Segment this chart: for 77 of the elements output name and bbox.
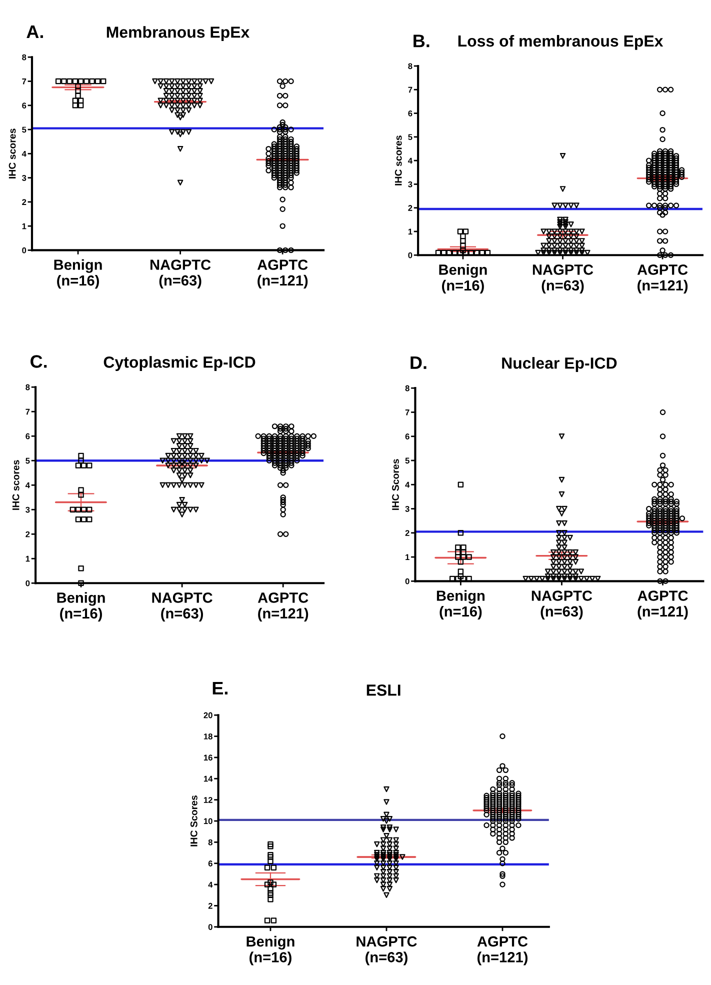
y-tick-label: 2 (22, 199, 26, 205)
y-tick-label: 1 (406, 554, 410, 560)
y-tick-label: 1 (22, 223, 26, 230)
y-tick-label: 7 (408, 86, 412, 93)
y-tick-label: 6 (405, 434, 410, 440)
text: B. (414, 34, 430, 48)
y-tick-label: 1 (408, 228, 412, 234)
y-tick-label: 2 (408, 205, 412, 211)
x-tick-label: NAGPTC (n=63) (532, 264, 594, 294)
y-tick-label: 6 (408, 110, 412, 116)
y-tick-label: 3 (405, 506, 410, 512)
y-tick-label: 3 (22, 174, 26, 181)
y-tick-label: 8 (208, 839, 212, 846)
y-tick-label: 8 (22, 54, 26, 60)
y-tick-label: 0 (408, 252, 412, 258)
x-tick-label: AGPTC (n=121) (258, 592, 308, 622)
y-tick-label: 16 (204, 754, 212, 761)
x-tick-label: Benign (n=16) (246, 936, 294, 966)
y-axis-title: IHC scores (12, 460, 20, 510)
y-tick-label: 12 (204, 797, 212, 803)
y-axis-title: IHC Scores (190, 795, 198, 846)
y-tick-label: 14 (204, 776, 213, 782)
y-axis-title: IHC Scores (392, 459, 399, 510)
text: C. (30, 355, 47, 368)
chart-title: Cytoplasmic Ep-ICD (104, 356, 256, 371)
y-tick-label: 4 (405, 482, 410, 488)
y-tick-label: 7 (22, 78, 26, 84)
y-tick-label: 5 (22, 126, 26, 133)
x-tick-label: NAGPTC (n=63) (152, 592, 212, 622)
x-tick-label: NAGPTC (n=63) (356, 936, 417, 966)
y-tick-label: 6 (26, 433, 30, 440)
y-tick-label: 1 (26, 556, 30, 562)
y-tick-label: 0 (208, 924, 212, 930)
y-tick-label: 2 (26, 531, 30, 538)
y-tick-label: 10 (204, 818, 212, 824)
y-axis-title: IHC scores (394, 136, 402, 186)
y-tick-label: 6 (208, 860, 212, 866)
text: A. (26, 26, 43, 38)
y-tick-label: 8 (26, 384, 30, 390)
x-tick-label: Benign (n=16) (436, 590, 484, 620)
text: D. (410, 356, 426, 369)
y-tick-label: 2 (405, 530, 410, 536)
y-tick-label: 0 (405, 578, 410, 584)
y-tick-label: 7 (405, 410, 410, 416)
x-tick-label: AGPTC (n=121) (477, 936, 528, 966)
y-tick-label: 0 (26, 580, 30, 586)
chart-title: Loss of membranous EpEx (458, 34, 664, 50)
x-tick-label: Benign (n=16) (57, 592, 105, 622)
y-tick-label: 5 (405, 458, 410, 464)
y-tick-label: 4 (208, 882, 213, 888)
y-tick-label: 3 (408, 181, 412, 188)
chart-title: Membranous EpEx (106, 26, 250, 41)
y-tick-label: 4 (408, 158, 412, 164)
x-tick-label: Benign (n=16) (439, 264, 487, 294)
y-tick-label: 5 (26, 458, 30, 464)
x-tick-label: AGPTC (n=121) (257, 260, 308, 289)
x-tick-label: AGPTC (n=121) (637, 264, 688, 294)
y-tick-label: 2 (208, 902, 212, 909)
x-tick-label: Benign (n=16) (54, 259, 102, 289)
y-tick-label: 8 (405, 385, 410, 392)
text: E. (212, 682, 228, 694)
y-axis-title: IHC scores (8, 128, 16, 178)
y-tick-label: 6 (22, 102, 26, 108)
x-tick-label: AGPTC (n=121) (638, 590, 688, 620)
y-tick-label: 8 (408, 63, 412, 70)
chart-title: Nuclear Ep-ICD (502, 357, 617, 372)
chart-title: ESLI (366, 684, 400, 696)
y-tick-label: 4 (25, 482, 30, 488)
y-tick-label: 20 (204, 712, 212, 718)
y-tick-label: 18 (204, 733, 212, 740)
y-tick-label: 5 (408, 134, 412, 140)
y-tick-label: 7 (26, 408, 30, 415)
x-tick-label: NAGPTC (n=63) (150, 260, 211, 289)
x-tick-label: NAGPTC (n=63) (532, 590, 592, 620)
y-tick-label: 4 (22, 150, 26, 157)
y-tick-label: 0 (22, 247, 26, 254)
y-tick-label: 3 (26, 506, 30, 513)
